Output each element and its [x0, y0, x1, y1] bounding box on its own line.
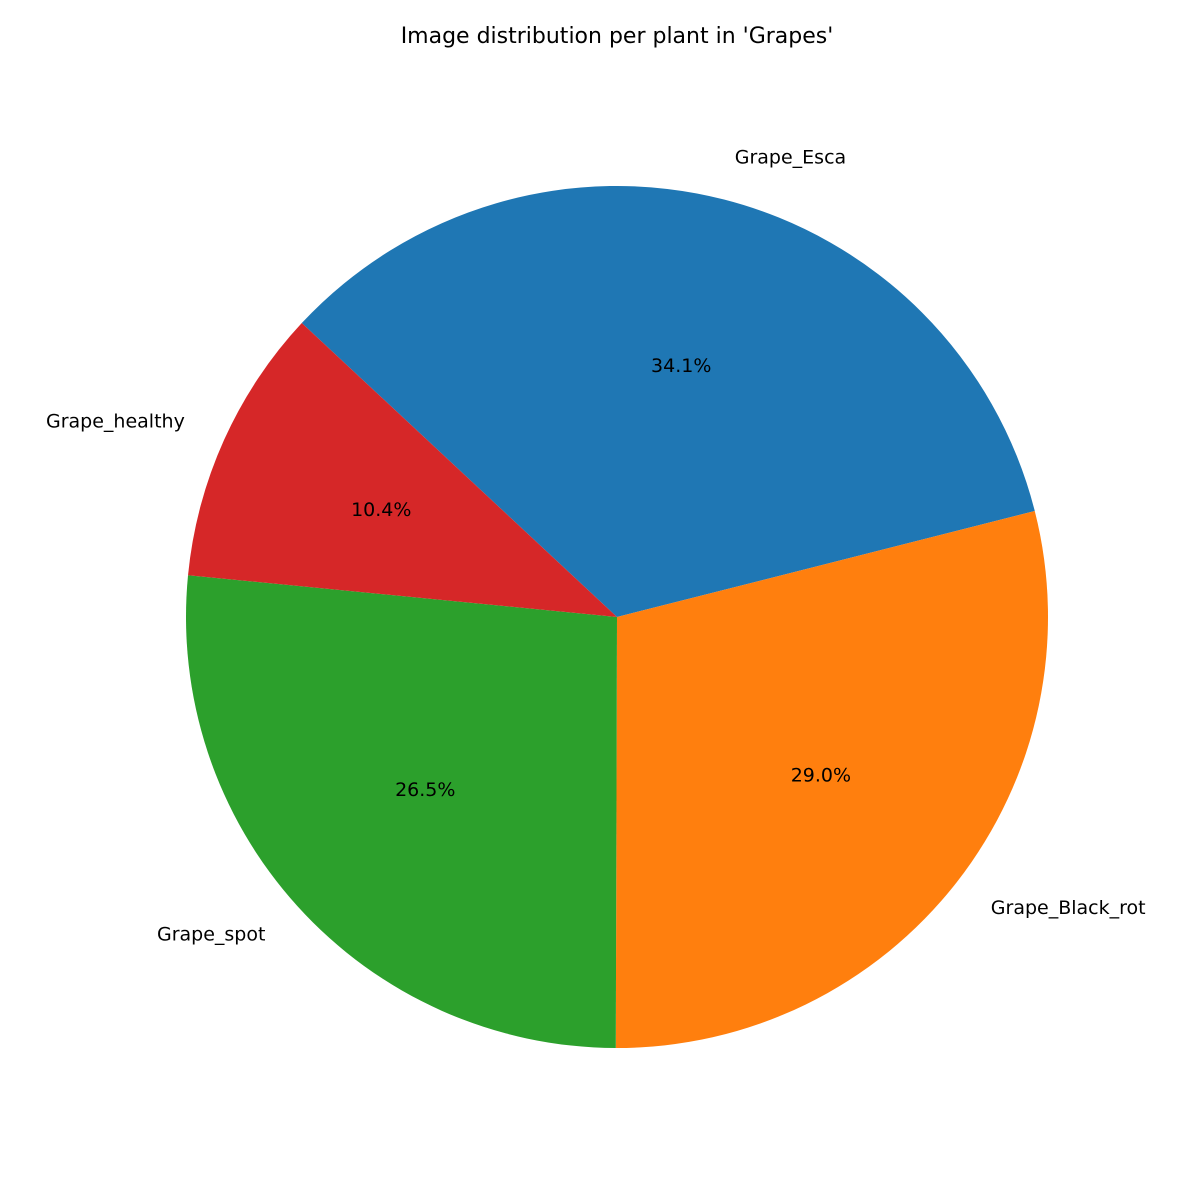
slice-label: Grape_Black_rot: [991, 897, 1146, 919]
slice-percent-label: 34.1%: [651, 355, 711, 377]
chart-title: Image distribution per plant in 'Grapes': [401, 24, 834, 49]
slice-percent-label: 10.4%: [351, 499, 411, 521]
slice-label: Grape_healthy: [46, 411, 185, 433]
pie-slice-grape-esca: [301, 186, 1035, 618]
pie-slice-grape-healthy: [188, 323, 617, 617]
slice-label: Grape_spot: [157, 924, 265, 946]
pie-slice-grape-spot: [186, 575, 617, 1048]
slice-percent-label: 26.5%: [395, 779, 455, 801]
slice-percent-label: 29.0%: [791, 765, 851, 787]
pie-labels: Grape_Esca 34.1% Grape_Black_rot 29.0% Grape…: [46, 146, 1146, 945]
pie-slice-grape-black-rot: [615, 510, 1048, 1048]
pie-slices: [186, 186, 1048, 1048]
slice-label: Grape_Esca: [735, 146, 846, 168]
